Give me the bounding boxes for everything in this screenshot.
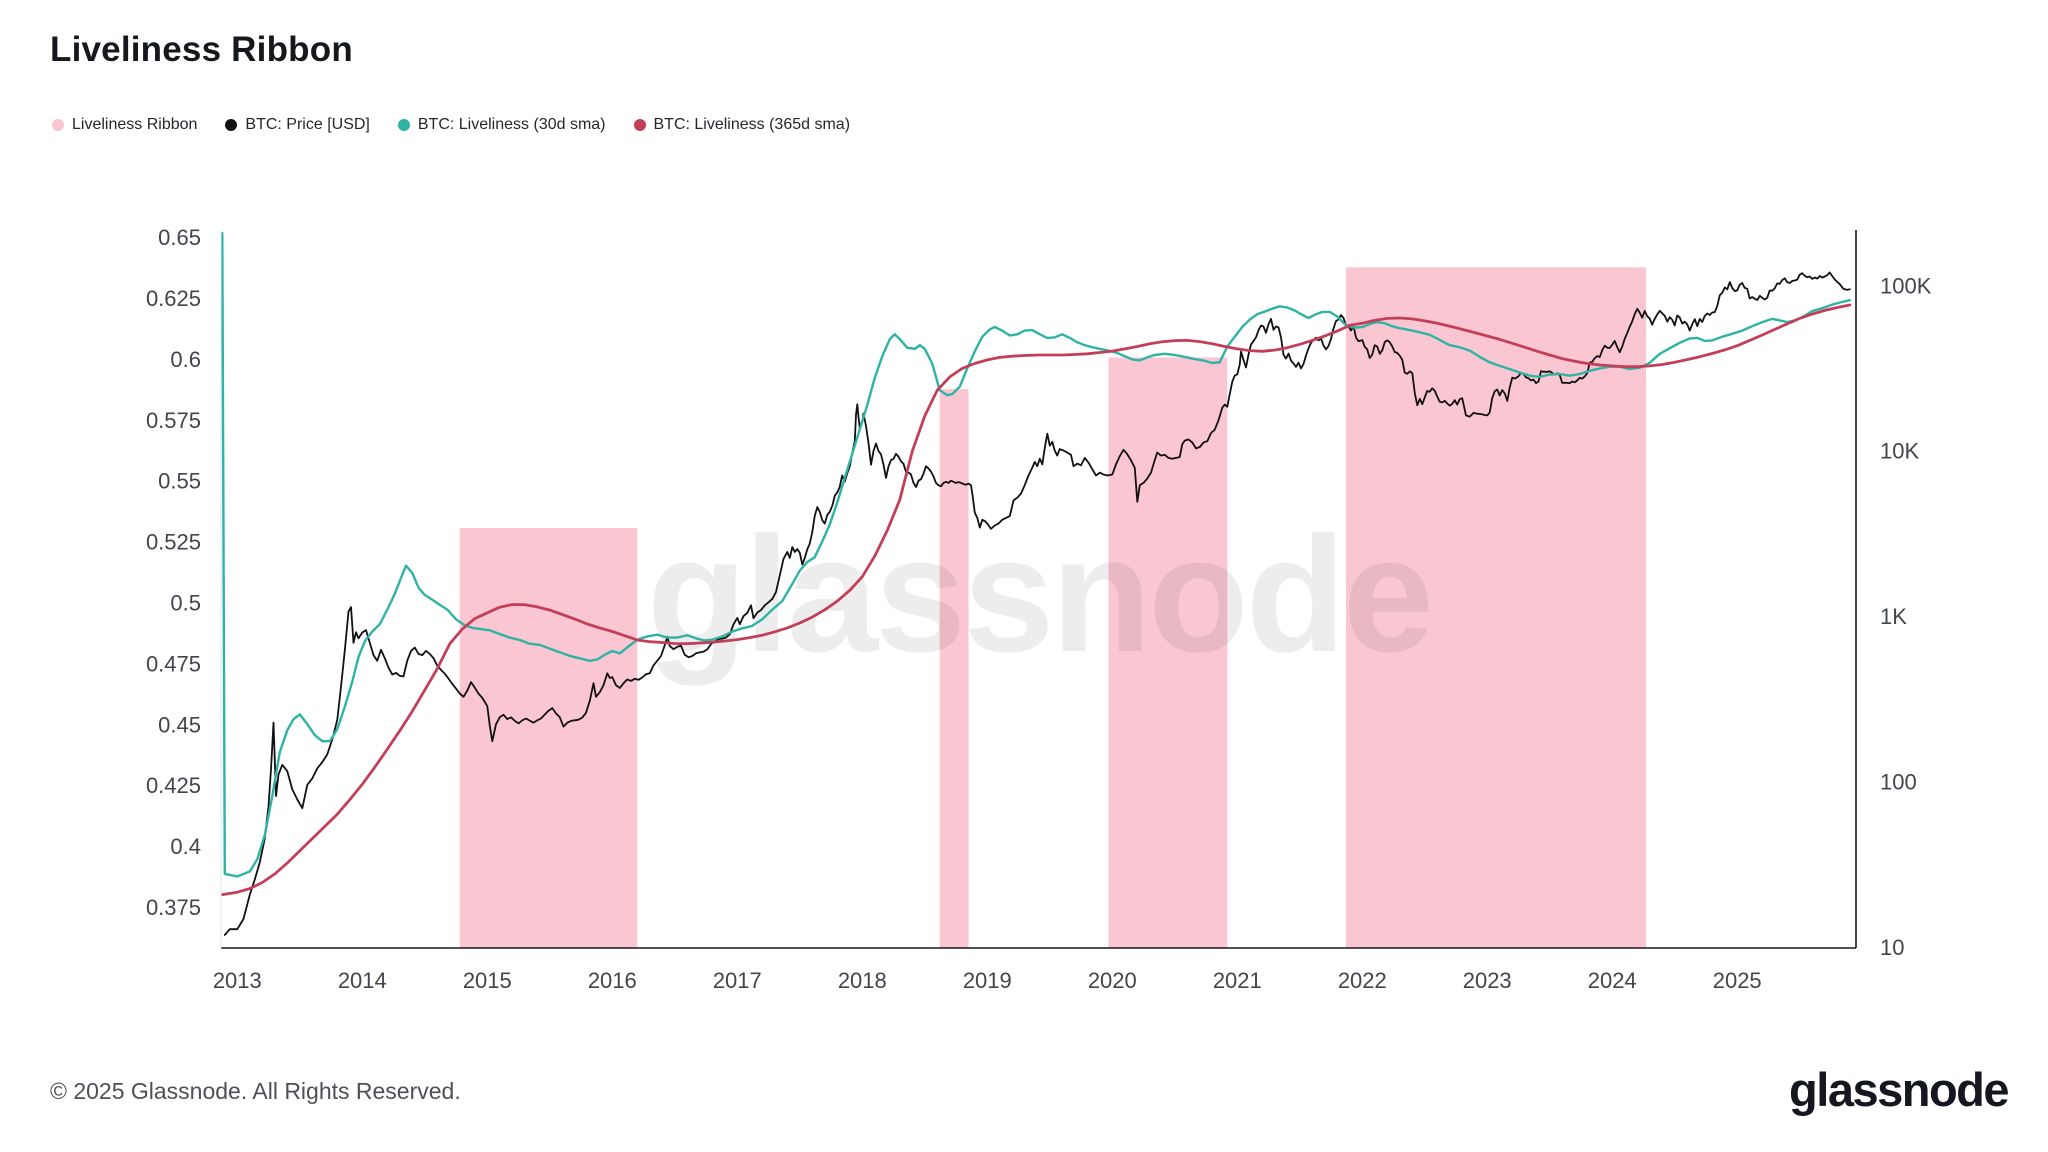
x-axis-tick: 2017 <box>713 968 762 993</box>
right-axis-tick: 100K <box>1880 273 1932 298</box>
left-axis-tick: 0.45 <box>158 712 201 737</box>
x-axis-tick: 2020 <box>1088 968 1137 993</box>
left-axis-tick: 0.475 <box>146 651 201 676</box>
page-title: Liveliness Ribbon <box>50 30 353 69</box>
x-axis-tick: 2018 <box>838 968 887 993</box>
left-axis-tick: 0.4 <box>170 834 201 859</box>
glassnode-logo: glassnode <box>1789 1063 2009 1116</box>
left-axis-tick: 0.575 <box>146 408 201 433</box>
x-axis-tick: 2013 <box>213 968 262 993</box>
right-axis-tick: 100 <box>1880 770 1917 795</box>
left-axis-tick: 0.65 <box>158 225 201 250</box>
left-axis-tick: 0.6 <box>170 347 201 372</box>
liveliness-365d-line <box>220 303 1852 896</box>
legend-item-liveliness-365d[interactable]: BTC: Liveliness (365d sma) <box>633 116 851 134</box>
right-axis-tick: 1K <box>1880 604 1907 629</box>
left-axis-tick: 0.5 <box>170 591 201 616</box>
right-axis-tick: 10 <box>1880 935 1904 960</box>
chart-legend: Liveliness Ribbon BTC: Price [USD] BTC: … <box>52 116 850 134</box>
x-axis-tick: 2023 <box>1463 968 1512 993</box>
x-axis-tick: 2014 <box>338 968 387 993</box>
x-axis-tick: 2021 <box>1213 968 1262 993</box>
legend-item-liveliness-ribbon[interactable]: Liveliness Ribbon <box>52 116 197 134</box>
right-axis-tick: 10K <box>1880 439 1919 464</box>
left-axis-tick: 0.625 <box>146 286 201 311</box>
legend-item-label: BTC: Liveliness (30d sma) <box>417 116 606 133</box>
legend-item-label: Liveliness Ribbon <box>72 116 198 133</box>
legend-item-label: BTC: Price [USD] <box>245 116 370 133</box>
legend-dot-30d-sma <box>397 119 410 131</box>
x-axis-tick: 2025 <box>1713 968 1762 993</box>
price-line <box>223 271 1851 936</box>
liveliness-30d-line <box>221 231 1852 878</box>
legend-item-liveliness-30d[interactable]: BTC: Liveliness (30d sma) <box>397 116 606 134</box>
copyright-text: © 2025 Glassnode. All Rights Reserved. <box>50 1078 461 1104</box>
x-axis-tick: 2015 <box>463 968 512 993</box>
x-axis-tick: 2024 <box>1588 968 1637 993</box>
left-axis-tick: 0.55 <box>158 469 201 494</box>
legend-dot-365d-sma <box>633 119 646 131</box>
legend-item-btc-price[interactable]: BTC: Price [USD] <box>225 116 370 134</box>
glassnode-watermark: glassnode <box>647 503 1431 686</box>
x-axis-tick: 2019 <box>963 968 1012 993</box>
legend-dot-ribbon <box>52 119 64 131</box>
left-axis-tick: 0.425 <box>146 773 201 798</box>
ribbon-band <box>1346 267 1646 948</box>
legend-item-label: BTC: Liveliness (365d sma) <box>653 116 851 133</box>
left-axis-tick: 0.525 <box>146 530 201 555</box>
x-axis-tick: 2016 <box>588 968 637 993</box>
ribbon-band <box>459 528 638 948</box>
left-axis-tick: 0.375 <box>146 895 201 920</box>
legend-dot-price <box>225 119 238 131</box>
x-axis-tick: 2022 <box>1338 968 1387 993</box>
